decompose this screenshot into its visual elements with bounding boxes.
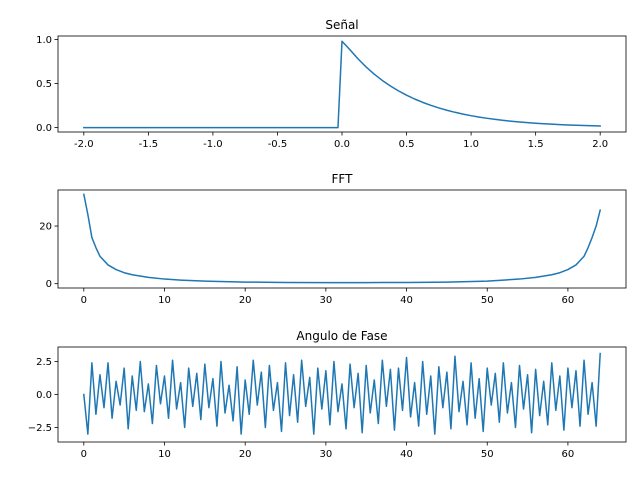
fft-series-line-0 xyxy=(82,193,602,284)
phase-x-tick-label: 40 xyxy=(400,449,413,460)
phase-y-tick-label: −2.5 xyxy=(28,423,52,434)
signal-x-tick-label: -0.5 xyxy=(268,139,288,150)
signal-y-ticks: 0.0 0.5 1.0 xyxy=(36,35,58,134)
signal-x-ticks: -2.0 -1.5 -1.0 -0.5 0.0 0.5 1.0 1.5 2.0 xyxy=(74,132,608,150)
signal-title: Señal xyxy=(325,18,358,32)
signal-series-line-0 xyxy=(83,40,601,129)
fft-y-tick-label: 20 xyxy=(39,222,52,233)
signal-y-tick-label: 0.5 xyxy=(36,79,52,90)
phase-subplot: Angulo de Fase 0 10 20 30 40 50 60 −2.5 0.0 2.5 xyxy=(28,329,627,460)
fft-x-tick-label: 50 xyxy=(481,295,494,306)
signal-x-tick-label: 1.5 xyxy=(528,139,544,150)
fft-x-tick-label: 10 xyxy=(158,295,171,306)
signal-x-tick-label: 1.0 xyxy=(463,139,479,150)
fft-axes-frame xyxy=(57,189,627,289)
phase-y-tick-label: 2.5 xyxy=(36,357,52,368)
fft-lines xyxy=(82,193,602,284)
fft-x-tick-label: 20 xyxy=(239,295,252,306)
phase-title: Angulo de Fase xyxy=(296,329,387,343)
fft-x-tick-label: 30 xyxy=(319,295,332,306)
signal-x-tick-label: -1.0 xyxy=(203,139,223,150)
signal-x-tick-label: 0.0 xyxy=(334,139,350,150)
fft-subplot: FFT 0 10 20 30 40 50 60 0 20 xyxy=(39,172,627,306)
fft-x-ticks: 0 10 20 30 40 50 60 xyxy=(81,288,575,306)
signal-y-tick-label: 0.0 xyxy=(36,123,52,134)
phase-x-tick-label: 30 xyxy=(319,449,332,460)
signal-x-tick-label: -2.0 xyxy=(74,139,94,150)
fft-x-tick-label: 60 xyxy=(562,295,575,306)
phase-x-tick-label: 50 xyxy=(481,449,494,460)
phase-x-tick-label: 0 xyxy=(81,449,87,460)
phase-series-line-0 xyxy=(82,352,601,435)
signal-x-tick-label: 2.0 xyxy=(592,139,608,150)
signal-lines xyxy=(83,40,601,129)
phase-x-tick-label: 60 xyxy=(562,449,575,460)
phase-lines xyxy=(82,352,601,435)
fft-y-tick-label: 0 xyxy=(46,279,52,290)
fft-y-ticks: 0 20 xyxy=(39,222,58,290)
signal-x-tick-label: 0.5 xyxy=(399,139,415,150)
phase-y-tick-label: 0.0 xyxy=(36,390,52,401)
fft-x-tick-label: 0 xyxy=(81,295,87,306)
signal-subplot: Señal -2.0 -1.5 -1.0 -0.5 0.0 0.5 1.0 1.5 2.0 0.… xyxy=(36,18,627,150)
signal-y-tick-label: 1.0 xyxy=(36,35,52,46)
fft-title: FFT xyxy=(332,172,354,186)
fft-x-tick-label: 40 xyxy=(400,295,413,306)
phase-x-tick-label: 10 xyxy=(158,449,171,460)
signal-x-tick-label: -1.5 xyxy=(139,139,159,150)
phase-y-ticks: −2.5 0.0 2.5 xyxy=(28,357,58,434)
phase-x-ticks: 0 10 20 30 40 50 60 xyxy=(81,442,575,460)
phase-x-tick-label: 20 xyxy=(239,449,252,460)
